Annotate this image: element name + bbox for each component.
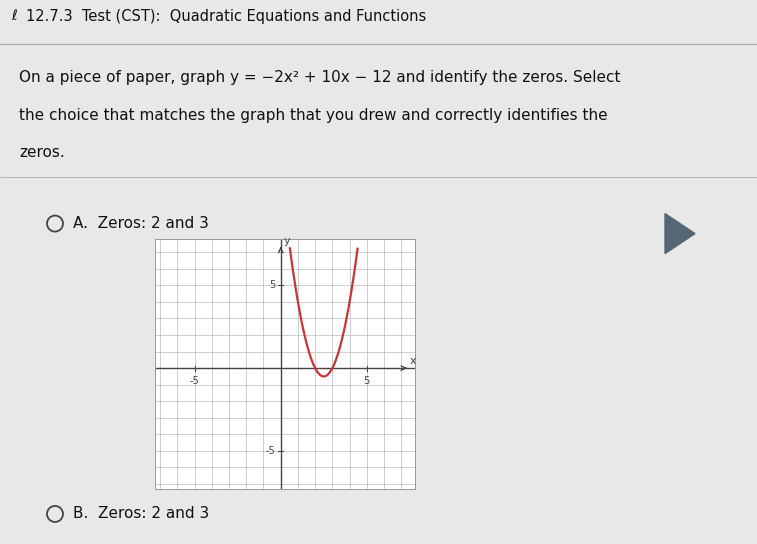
Text: 12.7.3  Test (CST):  Quadratic Equations and Functions: 12.7.3 Test (CST): Quadratic Equations a… [26,9,427,24]
Text: On a piece of paper, graph y = −2x² + 10x − 12 and identify the zeros. Select: On a piece of paper, graph y = −2x² + 10… [19,70,621,85]
Circle shape [47,215,63,232]
Circle shape [47,506,63,522]
Text: -5: -5 [190,376,200,386]
Text: 5: 5 [363,376,370,386]
Text: y: y [283,236,290,246]
Text: 5: 5 [269,280,276,290]
Text: A.  Zeros: 2 and 3: A. Zeros: 2 and 3 [73,216,209,231]
Text: -5: -5 [266,446,276,456]
Text: the choice that matches the graph that you drew and correctly identifies the: the choice that matches the graph that y… [19,108,608,122]
Text: ℓ: ℓ [11,9,17,23]
Text: B.  Zeros: 2 and 3: B. Zeros: 2 and 3 [73,506,209,522]
Polygon shape [665,214,695,254]
Text: zeros.: zeros. [19,145,64,160]
Text: x: x [410,356,416,366]
